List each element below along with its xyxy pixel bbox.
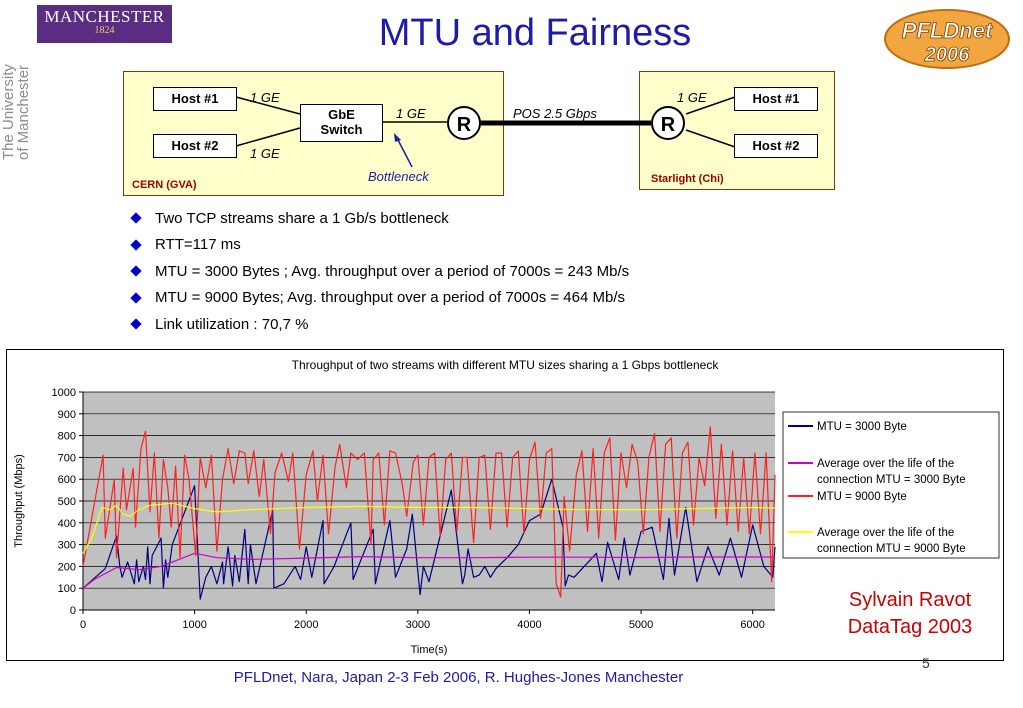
gbe-switch: GbE Switch	[300, 104, 383, 142]
bullet-text: MTU = 3000 Bytes ; Avg. throughput over …	[155, 262, 630, 280]
university-wordmark: The University of Manchester	[0, 64, 32, 160]
chart-title: Throughput of two streams with different…	[292, 358, 720, 372]
y-tick-label: 500	[58, 496, 76, 508]
university-line1: The University	[0, 64, 17, 160]
x-tick-label: 4000	[517, 619, 541, 631]
network-links: R R	[235, 96, 736, 168]
legend-box	[782, 411, 1000, 559]
page-number: 5	[922, 655, 930, 671]
diamond-bullet-icon	[130, 318, 142, 330]
bullet-item: RTT=117 ms	[128, 232, 629, 259]
y-tick-label: 900	[58, 409, 76, 421]
bullet-item: Two TCP streams share a 1 Gb/s bottlenec…	[128, 205, 629, 232]
bullet-item: MTU = 3000 Bytes ; Avg. throughput over …	[128, 258, 629, 285]
bullet-text: MTU = 9000 Bytes; Avg. throughput over a…	[155, 289, 626, 307]
link-label-1ge: 1 GE	[250, 90, 280, 105]
credit-line1: Sylvain Ravot	[848, 589, 972, 611]
y-tick-label: 300	[58, 540, 76, 552]
x-tick-label: 5000	[629, 619, 653, 631]
cern-host1: Host #1	[153, 87, 237, 111]
bullet-item: MTU = 9000 Bytes; Avg. throughput over a…	[128, 285, 629, 312]
link-label-1ge: 1 GE	[250, 146, 280, 161]
cern-host2: Host #2	[153, 134, 237, 158]
diamond-bullet-icon	[130, 239, 142, 251]
x-tick-label: 3000	[406, 619, 430, 631]
legend-label: MTU = 3000 Byte	[817, 421, 907, 433]
legend-label: Average over the life of the	[817, 458, 954, 470]
switch-line1: GbE	[328, 107, 355, 122]
svg-text:PFLDnet: PFLDnet	[902, 18, 994, 43]
logo-year: 1824	[94, 25, 115, 36]
bullet-text: Link utilization : 70,7 %	[155, 315, 309, 333]
y-tick-label: 200	[58, 561, 76, 573]
switch-line2: Switch	[320, 122, 363, 137]
bullet-list: Two TCP streams share a 1 Gb/s bottlenec…	[128, 205, 629, 338]
x-axis-label: Time(s)	[411, 644, 448, 656]
y-axis-label: Throughput (Mbps)	[13, 454, 25, 548]
credit: Sylvain Ravot DataTag 2003	[820, 587, 1000, 641]
series-line	[82, 426, 776, 598]
router-right: R	[661, 114, 676, 136]
manchester-logo: MANCHESTER 1824	[37, 5, 172, 43]
chart-svg: Throughput of two streams with different…	[13, 358, 1000, 656]
starlight-host2: Host #2	[734, 134, 818, 158]
starlight-host1: Host #1	[734, 87, 818, 111]
y-tick-label: 800	[58, 431, 76, 443]
x-tick-label: 2000	[294, 619, 318, 631]
cern-site-label: CERN (GVA)	[132, 179, 197, 191]
diamond-bullet-icon	[130, 212, 142, 224]
router-left: R	[457, 114, 472, 136]
diamond-bullet-icon	[130, 265, 142, 277]
throughput-chart: Throughput of two streams with different…	[6, 349, 1004, 661]
logo-name: MANCHESTER	[44, 7, 165, 26]
x-tick-label: 0	[80, 619, 86, 631]
y-tick-label: 0	[70, 605, 76, 617]
series-line	[82, 502, 776, 554]
bottleneck-label: Bottleneck	[368, 169, 429, 184]
starlight-site-label: Starlight (Chi)	[651, 173, 724, 185]
y-tick-label: 600	[58, 474, 76, 486]
diamond-bullet-icon	[130, 292, 142, 304]
legend-label: connection MTU = 3000 Byte	[817, 474, 966, 486]
footer: PFLDnet, Nara, Japan 2-3 Feb 2006, R. Hu…	[233, 669, 684, 686]
y-tick-label: 700	[58, 452, 76, 464]
x-tick-label: 1000	[182, 619, 206, 631]
legend-label: connection MTU = 9000 Byte	[817, 543, 966, 555]
legend-label: Average over the life of the	[817, 527, 954, 539]
y-tick-label: 100	[58, 583, 76, 595]
legend-label: MTU = 9000 Byte	[817, 491, 907, 503]
pfldnet-logo: PFLDnet 2006	[884, 9, 1010, 69]
credit-line2: DataTag 2003	[847, 616, 973, 638]
svg-text:2006: 2006	[924, 44, 970, 66]
y-tick-label: 400	[58, 518, 76, 530]
y-tick-label: 1000	[52, 387, 76, 399]
bullet-text: RTT=117 ms	[155, 236, 241, 254]
link-label-1ge: 1 GE	[396, 106, 426, 121]
bullet-text: Two TCP streams share a 1 Gb/s bottlenec…	[155, 209, 449, 227]
x-tick-label: 6000	[740, 619, 764, 631]
bullet-item: Link utilization : 70,7 %	[128, 311, 629, 338]
page-title: MTU and Fairness	[378, 12, 692, 54]
link-label-1ge: 1 GE	[677, 90, 707, 105]
university-line2: of Manchester	[15, 65, 32, 160]
link-label-pos: POS 2.5 Gbps	[513, 106, 597, 121]
series-line	[82, 552, 775, 589]
